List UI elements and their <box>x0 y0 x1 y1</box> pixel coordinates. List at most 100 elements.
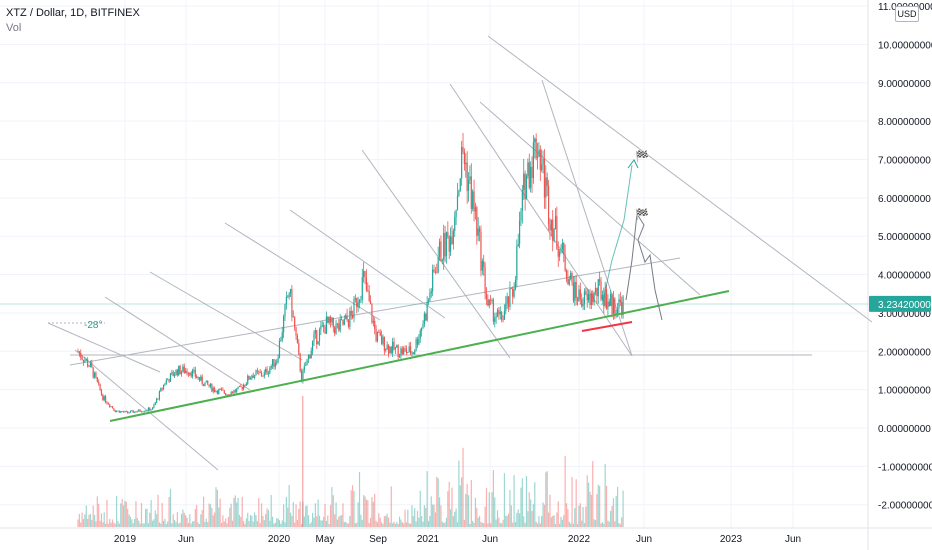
volume-bar <box>110 522 112 527</box>
candle-body <box>194 369 196 377</box>
candle-body <box>585 291 587 295</box>
candle-body <box>461 147 463 179</box>
candle-body <box>615 312 617 314</box>
volume-bar <box>503 473 506 527</box>
candle-body <box>346 315 348 321</box>
candle-body <box>527 162 529 176</box>
candle-body <box>507 296 510 307</box>
candle-body <box>466 162 468 191</box>
candle-body <box>176 369 178 376</box>
volume-bar <box>390 486 392 527</box>
candle-body <box>276 361 278 364</box>
candle-body <box>488 299 490 306</box>
volume-bar <box>313 517 315 527</box>
channel-line <box>487 35 873 323</box>
volume-bar <box>256 521 258 527</box>
candle-body <box>278 340 281 358</box>
candle-body <box>592 293 594 303</box>
volume-bar <box>229 507 231 527</box>
candle-body <box>505 303 507 311</box>
candle-body <box>350 310 352 315</box>
candle-body <box>523 173 525 190</box>
volume-bar <box>441 521 443 527</box>
candle-body <box>277 357 279 362</box>
candle-body <box>550 219 552 231</box>
volume-bar <box>216 489 218 527</box>
candle-body <box>429 293 431 301</box>
candle-body <box>183 366 185 374</box>
volume-bar <box>409 523 412 527</box>
candle-body <box>289 288 292 294</box>
candle-body <box>251 375 253 379</box>
volume-bar <box>325 520 327 527</box>
volume-bar <box>360 514 362 527</box>
candle-body <box>552 219 554 241</box>
candle-body <box>168 379 170 382</box>
volume-bar <box>350 490 352 527</box>
candle-body <box>234 390 236 392</box>
candle-body <box>292 316 294 318</box>
candle-body <box>312 341 314 351</box>
candle-body <box>209 383 212 387</box>
price-tick-label: 1.00000000 <box>878 386 931 397</box>
projection-path <box>625 212 663 321</box>
chart-drawings[interactable]: -28° 🏁 🏁 <box>48 150 730 422</box>
candle-body <box>364 270 366 278</box>
volume-bar <box>96 496 98 527</box>
channel-line <box>74 349 219 471</box>
candle-body <box>452 230 454 245</box>
volume-bar <box>220 522 223 527</box>
volume-bar <box>273 523 275 527</box>
price-tick-label: 7.00000000 <box>878 155 931 166</box>
volume-bar <box>492 470 494 527</box>
time-tick-label: 2020 <box>268 534 291 545</box>
channel-lines <box>0 35 873 471</box>
volume-bar <box>585 506 587 527</box>
candle-body <box>121 411 123 413</box>
volume-bar <box>179 522 181 527</box>
volume-bar <box>320 520 322 527</box>
volume-bar <box>318 515 321 527</box>
price-axis[interactable]: 11.0000000010.000000009.000000008.000000… <box>869 2 932 512</box>
candle-body <box>214 388 216 392</box>
volume-bar <box>160 523 162 527</box>
volume-bar <box>349 516 351 527</box>
candle-body <box>501 312 503 320</box>
candle-body <box>241 386 243 389</box>
candle-body <box>274 363 276 367</box>
volume-bar <box>378 513 380 527</box>
volume-bar <box>571 477 573 527</box>
time-axis[interactable]: 2019 Jun 2020 May Sep 2021 Jun 2022 Jun 2023 Jun <box>114 534 801 545</box>
candle-body <box>409 346 412 354</box>
volume-bar <box>100 513 103 527</box>
candle-body <box>536 156 539 159</box>
volume-bar <box>88 514 90 527</box>
candle-body <box>610 294 612 306</box>
candle-body <box>499 312 501 315</box>
volume-bar <box>619 523 621 527</box>
volume-bar <box>444 522 446 527</box>
volume-bar <box>328 523 330 527</box>
currency-badge[interactable]: USD <box>895 6 919 22</box>
volume-bar <box>78 513 80 527</box>
candle-body <box>459 178 461 191</box>
volume-bar <box>557 501 559 527</box>
volume-bar <box>597 484 599 527</box>
time-tick-label: Sep <box>369 534 387 545</box>
candle-body <box>390 346 392 353</box>
volume-bar <box>183 512 185 527</box>
volume-bar <box>131 519 133 527</box>
candle-body <box>381 335 383 344</box>
volume-bar <box>604 464 606 527</box>
volume-bar <box>552 516 554 527</box>
candle-body <box>369 300 372 305</box>
volume-bar <box>389 522 391 527</box>
volume-bar <box>193 521 195 527</box>
volume-bar <box>150 500 152 527</box>
volume-bar <box>102 522 104 527</box>
candle-body <box>215 390 217 392</box>
volume-bar <box>114 523 116 527</box>
candle-body <box>285 296 287 305</box>
time-tick-label: Jun <box>482 534 498 545</box>
